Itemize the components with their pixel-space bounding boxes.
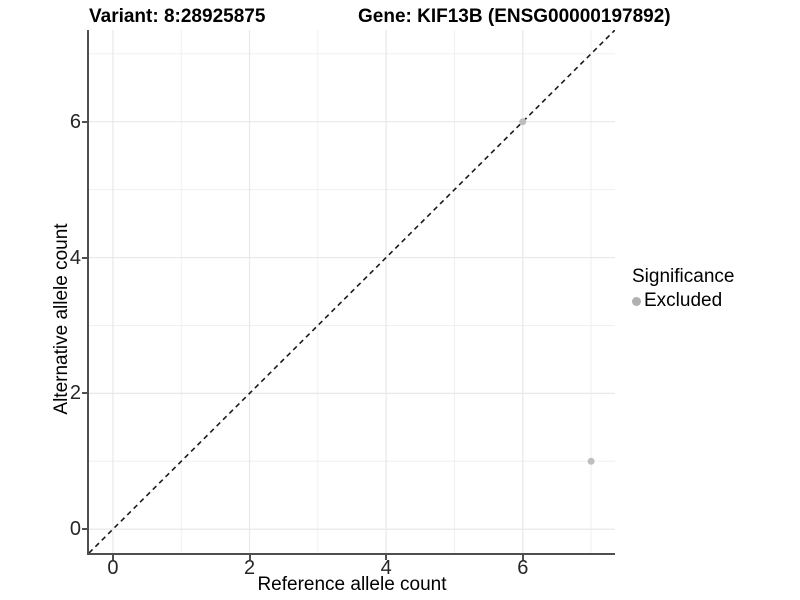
- y-axis-line: [87, 30, 89, 555]
- y-tick-mark: [82, 120, 87, 123]
- identity-dashed-line: [88, 29, 616, 554]
- x-tick-label: 2: [243, 557, 256, 579]
- y-tick-mark: [82, 256, 87, 259]
- x-axis-title: Reference allele count: [257, 574, 447, 595]
- legend-title: Significance: [632, 266, 735, 287]
- x-tick-label: 4: [380, 557, 392, 579]
- y-tick-mark: [82, 528, 87, 531]
- legend-item: Excluded: [632, 290, 734, 312]
- y-axis-title: Alternative allele count: [51, 223, 72, 415]
- x-tick-mark: [248, 555, 251, 560]
- data-point: [519, 118, 527, 126]
- legend-items: Excluded: [632, 290, 734, 312]
- legend: Significance Excluded: [632, 266, 734, 312]
- x-tick-mark: [521, 555, 524, 560]
- plot-panel: [88, 29, 616, 554]
- x-axis-line: [87, 553, 615, 555]
- x-tick-mark: [111, 555, 114, 560]
- y-tick-mark: [82, 392, 87, 395]
- legend-key-dot: [632, 296, 641, 306]
- y-tick-label: 6: [69, 110, 81, 133]
- data-point: [587, 457, 595, 465]
- y-tick-label: 2: [69, 382, 81, 405]
- x-tick-mark: [385, 555, 388, 560]
- y-tick-label: 0: [69, 518, 81, 541]
- x-tick-label: 6: [517, 557, 529, 579]
- plot-title-gene: Gene: KIF13B (ENSG00000197892): [358, 6, 671, 27]
- legend-item-label: Excluded: [644, 290, 723, 311]
- x-tick-label: 0: [107, 557, 119, 579]
- plot-title-variant: Variant: 8:28925875: [89, 6, 266, 27]
- y-tick-label: 4: [69, 246, 81, 269]
- plot-canvas: [88, 29, 616, 554]
